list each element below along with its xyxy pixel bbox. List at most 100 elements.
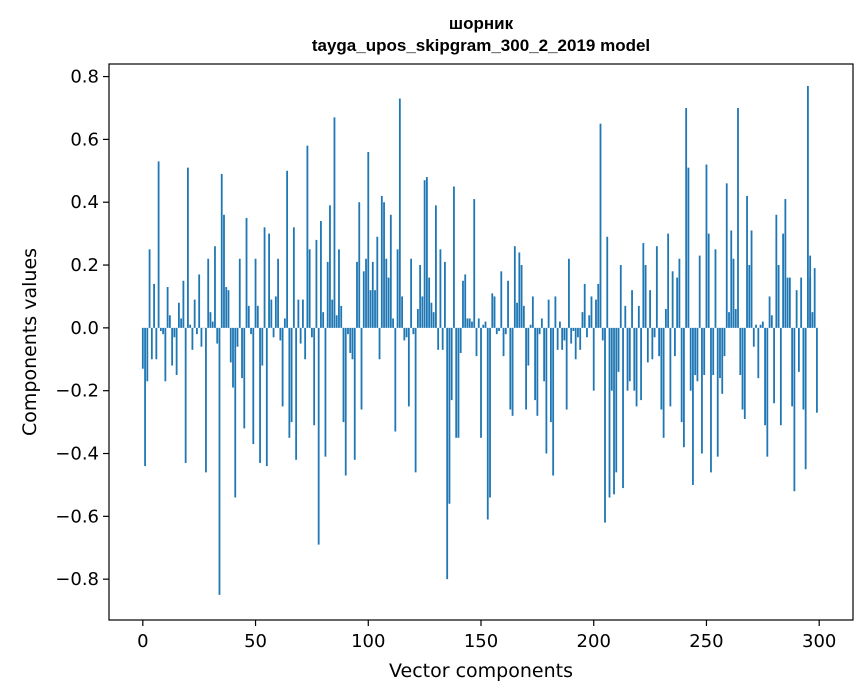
bar-207 <box>608 327 611 498</box>
bar-209 <box>613 327 615 495</box>
bar-263 <box>734 309 737 328</box>
bar-104 <box>376 236 379 328</box>
bar-92 <box>349 327 352 353</box>
bar-105 <box>378 327 381 360</box>
bar-163 <box>509 327 512 410</box>
bar-212 <box>619 265 622 328</box>
bar-56 <box>268 233 270 328</box>
bar-5 <box>153 283 155 328</box>
bar-49 <box>252 327 255 445</box>
bar-119 <box>410 258 413 328</box>
bar-90 <box>344 327 347 476</box>
x-tick-label: 50 <box>244 631 267 652</box>
bar-190 <box>570 327 573 344</box>
bar-258 <box>723 327 726 357</box>
bar-182 <box>552 327 555 476</box>
bar-295 <box>807 85 809 328</box>
bar-261 <box>730 230 733 328</box>
bar-125 <box>423 180 426 328</box>
bar-141 <box>459 327 462 353</box>
bar-89 <box>342 327 345 423</box>
bar-103 <box>374 290 376 328</box>
bar-223 <box>644 265 647 328</box>
bar-291 <box>797 327 800 372</box>
bar-287 <box>788 277 791 328</box>
bar-101 <box>369 290 372 328</box>
bar-51 <box>256 305 259 328</box>
bar-47 <box>247 305 250 328</box>
bar-31 <box>211 321 214 328</box>
bar-173 <box>531 296 534 328</box>
x-axis-ticks: 0 50 100 150 200 250 300 <box>137 620 836 652</box>
bar-157 <box>495 327 498 335</box>
bar-225 <box>649 290 651 328</box>
bar-191 <box>572 327 575 332</box>
bar-174 <box>534 327 537 401</box>
bar-112 <box>394 327 397 432</box>
bar-216 <box>628 327 631 382</box>
y-tick-label: 0.6 <box>70 129 99 150</box>
bar-16 <box>177 302 180 328</box>
bar-298 <box>813 268 816 328</box>
bar-234 <box>669 327 672 407</box>
bar-153 <box>486 327 489 520</box>
bar-37 <box>225 287 228 328</box>
bar-233 <box>667 233 670 328</box>
chart-title-line1: шорник <box>449 14 514 33</box>
bar-143 <box>464 274 467 328</box>
bar-137 <box>450 327 453 401</box>
bar-181 <box>549 327 552 423</box>
bar-94 <box>353 327 356 460</box>
y-tick-label: −0.2 <box>55 381 99 402</box>
bar-249 <box>703 327 706 375</box>
x-tick-label: 150 <box>464 631 498 652</box>
bar-177 <box>540 318 543 328</box>
bar-285 <box>784 199 787 328</box>
bar-282 <box>777 265 780 328</box>
bar-127 <box>428 277 431 328</box>
bar-22 <box>191 327 194 350</box>
bar-13 <box>171 327 174 366</box>
bar-286 <box>786 277 789 328</box>
bar-140 <box>457 327 460 438</box>
bar-17 <box>180 318 183 328</box>
chart-title-line2: tayga_upos_skipgram_300_2_2019 model <box>312 36 650 55</box>
bar-124 <box>421 296 424 328</box>
bar-222 <box>642 243 645 328</box>
bars-group <box>141 85 818 595</box>
bar-6 <box>155 327 158 360</box>
bar-149 <box>477 318 480 328</box>
bar-102 <box>371 261 374 328</box>
bar-75 <box>311 327 313 338</box>
bar-156 <box>493 296 496 328</box>
bar-167 <box>518 252 521 328</box>
y-tick-label: −0.8 <box>55 569 99 590</box>
bar-162 <box>507 280 509 328</box>
bar-175 <box>536 327 539 416</box>
bar-189 <box>568 258 570 328</box>
bar-135 <box>446 327 449 580</box>
x-tick-label: 250 <box>689 631 723 652</box>
bar-147 <box>473 199 476 328</box>
bar-236 <box>673 327 676 357</box>
bar-45 <box>243 327 246 429</box>
x-tick-label: 200 <box>577 631 611 652</box>
bar-197 <box>586 327 588 338</box>
bar-266 <box>741 327 744 410</box>
bar-33 <box>216 327 219 344</box>
bar-63 <box>283 318 286 328</box>
bar-24 <box>196 327 198 335</box>
bar-284 <box>782 233 785 328</box>
bar-34 <box>218 327 221 595</box>
bar-172 <box>529 324 532 328</box>
bar-219 <box>635 327 638 407</box>
bar-228 <box>655 246 658 328</box>
bar-50 <box>254 258 257 328</box>
bar-213 <box>622 327 624 489</box>
bar-196 <box>583 283 586 328</box>
bar-232 <box>664 309 667 328</box>
bar-36 <box>223 214 225 328</box>
bar-231 <box>662 327 665 438</box>
bar-138 <box>453 186 455 328</box>
